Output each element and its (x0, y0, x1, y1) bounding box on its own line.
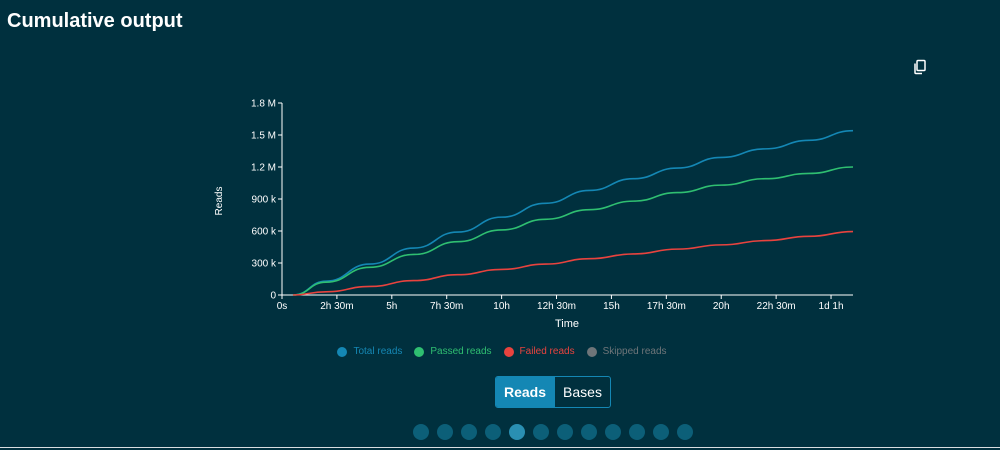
legend-dot-icon (503, 346, 514, 357)
x-axis-label: Time (555, 318, 579, 330)
legend-dot-icon (337, 346, 348, 357)
pager-dot[interactable] (533, 424, 549, 440)
y-tick-label: 300 k (252, 259, 277, 270)
y-tick-label: 1.8 M (251, 99, 276, 110)
pager-dot[interactable] (581, 424, 597, 440)
x-axis: 0s 2h 30m 5h 7h 30m 10h 12h 30m 15h 17h 30m 20h 2… (277, 294, 853, 312)
pager-dot[interactable] (557, 424, 573, 440)
series-line-total-reads (292, 129, 854, 296)
legend-item-passed-reads[interactable]: Passed reads (414, 346, 492, 357)
series-line-failed-reads (292, 230, 854, 296)
x-tick-label: 2h 30m (320, 301, 353, 312)
pager-dot[interactable] (629, 424, 645, 440)
y-tick-label: 900 k (252, 195, 277, 206)
pager-dot[interactable] (509, 424, 525, 440)
pager-dot[interactable] (653, 424, 669, 440)
y-axis-label: Reads (214, 187, 225, 216)
legend-dot-icon (586, 346, 597, 357)
pager-dot[interactable] (485, 424, 501, 440)
bottom-divider (0, 447, 1000, 448)
legend-label: Total reads (353, 346, 403, 357)
legend-dot-icon (414, 346, 425, 357)
x-tick-label: 1d 1h (819, 301, 844, 312)
x-tick-label: 20h (713, 301, 730, 312)
x-tick-label: 7h 30m (430, 301, 463, 312)
legend-label: Skipped reads (602, 346, 667, 357)
chart-legend: Total reads Passed reads Failed reads Skipp… (0, 346, 1000, 357)
legend-item-failed-reads[interactable]: Failed reads (503, 346, 575, 357)
legend-item-skipped-reads[interactable]: Skipped reads (586, 346, 667, 357)
x-tick-label: 12h 30m (537, 301, 576, 312)
pager-dot[interactable] (437, 424, 453, 440)
y-axis: 0 300 k 600 k 900 k 1.2 M 1.5 M 1.8 M (251, 99, 283, 302)
y-tick-label: 600 k (252, 227, 277, 238)
series-line-passed-reads (292, 166, 854, 296)
reads-toggle-button[interactable]: Reads (496, 377, 555, 407)
pager-dot[interactable] (677, 424, 693, 440)
x-tick-label: 15h (603, 301, 620, 312)
carousel-pager (413, 424, 693, 440)
page-title: Cumulative output (7, 10, 183, 32)
y-tick-label: 0 (270, 291, 276, 302)
x-tick-label: 0s (277, 301, 288, 312)
pager-dot[interactable] (461, 424, 477, 440)
x-tick-label: 5h (386, 301, 397, 312)
copy-icon[interactable] (912, 59, 928, 75)
y-tick-label: 1.5 M (251, 131, 276, 142)
legend-label: Failed reads (519, 346, 575, 357)
x-tick-label: 10h (493, 301, 510, 312)
y-tick-label: 1.2 M (251, 163, 276, 174)
x-tick-label: 17h 30m (647, 301, 686, 312)
legend-item-total-reads[interactable]: Total reads (337, 346, 402, 357)
series-lines (292, 129, 854, 296)
pager-dot[interactable] (605, 424, 621, 440)
cumulative-output-chart: 0 300 k 600 k 900 k 1.2 M 1.5 M 1.8 M 0s 2h 30m… (214, 99, 854, 330)
bases-toggle-button[interactable]: Bases (554, 377, 610, 407)
x-tick-label: 22h 30m (757, 301, 796, 312)
reads-bases-toggle: Reads Bases (495, 376, 611, 408)
pager-dot[interactable] (413, 424, 429, 440)
legend-label: Passed reads (430, 346, 492, 357)
